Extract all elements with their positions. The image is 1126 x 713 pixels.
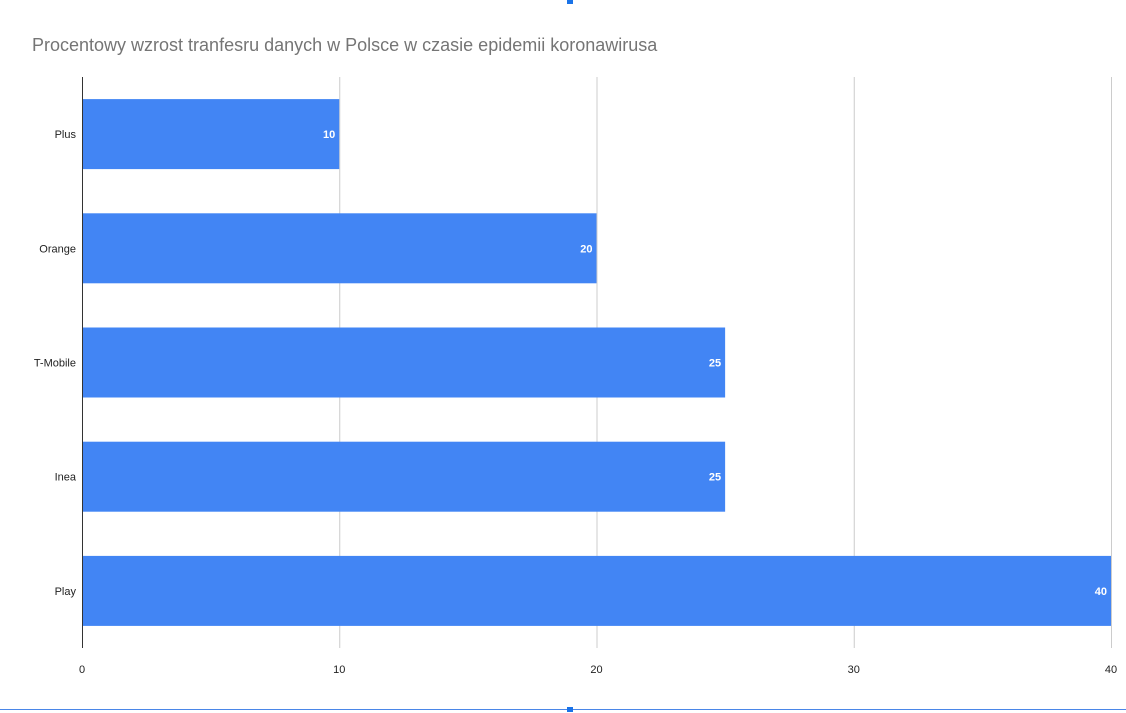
selection-handle-top[interactable] <box>567 0 573 4</box>
x-tick-label: 20 <box>590 664 602 676</box>
category-label: Play <box>55 586 77 598</box>
category-label: T-Mobile <box>34 358 76 370</box>
bar-inea[interactable] <box>82 441 726 512</box>
x-tick-label: 40 <box>1105 664 1117 676</box>
data-label: 25 <box>709 472 721 484</box>
category-label: Inea <box>55 472 77 484</box>
data-label: 10 <box>323 129 335 141</box>
x-tick-label: 10 <box>333 664 345 676</box>
category-label: Plus <box>55 129 77 141</box>
x-tick-label: 0 <box>79 664 85 676</box>
category-label: Orange <box>39 243 76 255</box>
chart-title: Procentowy wzrost tranfesru danych w Pol… <box>32 35 658 55</box>
selection-border-bottom <box>0 709 1126 710</box>
selection-handle-bottom[interactable] <box>567 707 573 712</box>
x-tick-label: 30 <box>848 664 860 676</box>
data-label: 40 <box>1095 586 1107 598</box>
bar-play[interactable] <box>82 555 1111 626</box>
data-label: 25 <box>709 358 721 370</box>
data-label: 20 <box>580 243 592 255</box>
bar-orange[interactable] <box>82 213 597 284</box>
bar-plus[interactable] <box>82 99 340 170</box>
bar-t-mobile[interactable] <box>82 327 726 398</box>
